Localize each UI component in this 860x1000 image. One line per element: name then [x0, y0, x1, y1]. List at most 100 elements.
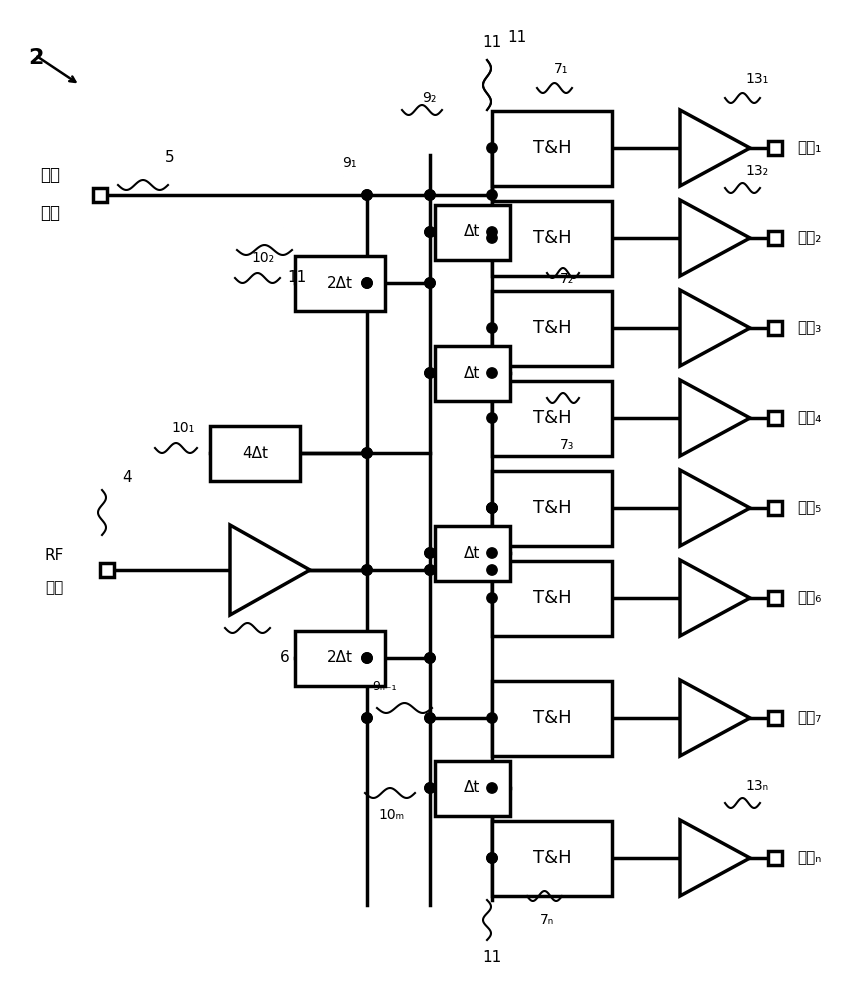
Text: T&H: T&H — [532, 229, 571, 247]
Text: T&H: T&H — [532, 589, 571, 607]
Text: 输出₄: 输出₄ — [797, 410, 821, 426]
Circle shape — [487, 503, 497, 513]
Circle shape — [425, 190, 435, 200]
Polygon shape — [680, 680, 750, 756]
Text: 11: 11 — [507, 30, 526, 45]
Circle shape — [425, 190, 435, 200]
Bar — [492, 561, 612, 636]
Circle shape — [487, 713, 497, 723]
Text: Δt: Δt — [464, 225, 480, 239]
Bar — [492, 681, 612, 756]
Polygon shape — [680, 380, 750, 456]
Bar — [768, 711, 782, 725]
Bar — [768, 141, 782, 155]
Bar — [768, 851, 782, 865]
Text: 10₁: 10₁ — [172, 421, 195, 435]
Text: T&H: T&H — [532, 849, 571, 867]
Circle shape — [487, 548, 497, 558]
Polygon shape — [680, 110, 750, 186]
Text: 4Δt: 4Δt — [242, 446, 268, 460]
Text: 9₁: 9₁ — [342, 156, 357, 170]
Bar — [435, 205, 510, 260]
Text: 输出₇: 输出₇ — [797, 710, 821, 726]
Circle shape — [425, 565, 435, 575]
Circle shape — [487, 233, 497, 243]
Bar — [768, 591, 782, 605]
Text: T&H: T&H — [532, 709, 571, 727]
Circle shape — [362, 190, 372, 200]
Bar — [492, 291, 612, 366]
Bar — [435, 526, 510, 581]
Text: 7₁: 7₁ — [554, 62, 568, 76]
Circle shape — [425, 653, 435, 663]
Bar — [492, 821, 612, 896]
Circle shape — [425, 227, 435, 237]
Text: 13ₙ: 13ₙ — [745, 779, 768, 793]
Text: 9ₙ₋₁: 9ₙ₋₁ — [372, 680, 396, 693]
Circle shape — [362, 278, 372, 288]
Text: T&H: T&H — [532, 139, 571, 157]
Circle shape — [362, 278, 372, 288]
Circle shape — [362, 653, 372, 663]
Circle shape — [425, 548, 435, 558]
Circle shape — [362, 448, 372, 458]
Circle shape — [425, 713, 435, 723]
Polygon shape — [680, 820, 750, 896]
Circle shape — [425, 278, 435, 288]
Text: 输入: 输入 — [40, 204, 60, 222]
Circle shape — [487, 853, 497, 863]
Circle shape — [362, 653, 372, 663]
Text: Δt: Δt — [464, 365, 480, 380]
Circle shape — [487, 227, 497, 237]
Circle shape — [487, 143, 497, 153]
Text: 激光: 激光 — [40, 166, 60, 184]
Text: 6: 6 — [280, 650, 290, 665]
Circle shape — [362, 713, 372, 723]
Text: T&H: T&H — [532, 499, 571, 517]
Circle shape — [487, 413, 497, 423]
Bar — [768, 501, 782, 515]
Polygon shape — [680, 470, 750, 546]
Circle shape — [425, 565, 435, 575]
Circle shape — [425, 713, 435, 723]
Circle shape — [362, 448, 372, 458]
Text: 输出₆: 输出₆ — [797, 590, 821, 605]
Bar — [492, 381, 612, 456]
Text: 2Δt: 2Δt — [327, 275, 353, 290]
Bar — [768, 231, 782, 245]
Bar — [768, 411, 782, 425]
Circle shape — [487, 368, 497, 378]
Polygon shape — [680, 560, 750, 636]
Circle shape — [487, 783, 497, 793]
Text: 输出ₙ: 输出ₙ — [797, 850, 821, 865]
Bar — [210, 426, 300, 481]
Circle shape — [425, 653, 435, 663]
Circle shape — [487, 190, 497, 200]
Bar — [93, 188, 107, 202]
Text: 输出₅: 输出₅ — [797, 500, 821, 516]
Circle shape — [362, 713, 372, 723]
Text: 7₃: 7₃ — [560, 438, 574, 452]
Text: 2Δt: 2Δt — [327, 650, 353, 666]
Text: RF: RF — [45, 548, 64, 562]
Circle shape — [487, 503, 497, 513]
Circle shape — [425, 783, 435, 793]
Text: 11: 11 — [287, 270, 306, 285]
Bar — [768, 321, 782, 335]
Text: 5: 5 — [165, 150, 175, 165]
Circle shape — [425, 368, 435, 378]
Text: 10ₘ: 10ₘ — [379, 808, 405, 822]
Circle shape — [487, 503, 497, 513]
Bar — [435, 761, 510, 816]
Bar — [295, 256, 385, 311]
Text: 输出₃: 输出₃ — [797, 320, 821, 336]
Bar — [435, 346, 510, 401]
Bar — [492, 201, 612, 276]
Polygon shape — [680, 290, 750, 366]
Circle shape — [362, 190, 372, 200]
Text: 10₂: 10₂ — [252, 251, 275, 265]
Bar — [100, 563, 114, 577]
Text: 11: 11 — [482, 950, 501, 965]
Circle shape — [487, 565, 497, 575]
Circle shape — [425, 368, 435, 378]
